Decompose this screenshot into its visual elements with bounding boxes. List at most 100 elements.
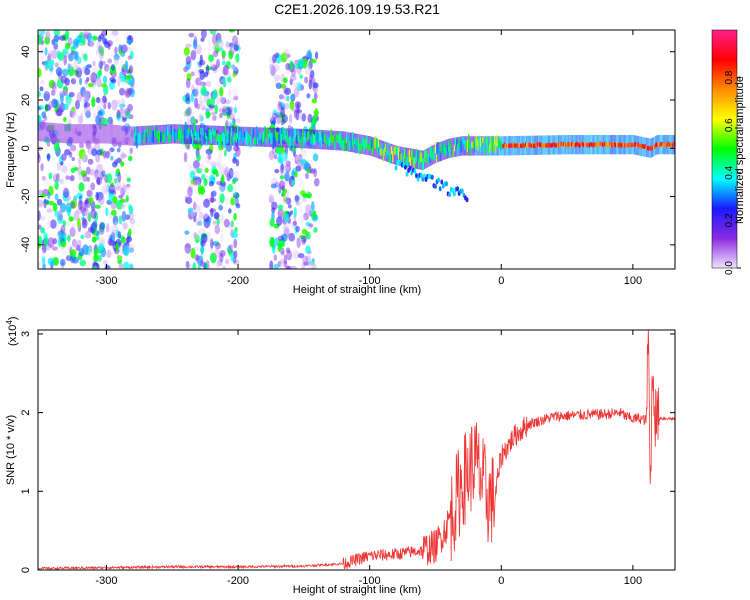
spectral-cell (292, 250, 300, 260)
spectral-cell (379, 143, 381, 155)
spectral-cell (214, 43, 220, 54)
spectral-cell (284, 128, 286, 138)
spectral-cell (426, 150, 428, 164)
spectral-cell (97, 243, 105, 252)
spectral-cell (190, 129, 193, 137)
spectral-cell (209, 129, 212, 140)
spectral-cell (209, 30, 217, 35)
spectral-cell (283, 48, 290, 60)
spectral-cell (298, 214, 306, 223)
spectral-cell (114, 177, 118, 184)
spectral-cell (87, 226, 95, 233)
spectral-cell (81, 66, 86, 73)
spectral-cell (274, 169, 280, 174)
spectral-cell (99, 222, 106, 230)
spectral-cell (428, 156, 431, 163)
spectral-cell (354, 137, 356, 144)
spectral-cell (113, 56, 119, 65)
spectral-cell (193, 70, 201, 77)
spectral-cell (192, 178, 198, 186)
spectral-cell (235, 203, 241, 209)
spectral-cell (386, 150, 388, 158)
spectral-cell (395, 145, 398, 166)
spectral-cell (279, 128, 282, 142)
spectral-cell (308, 74, 313, 82)
spectral-cell (46, 208, 53, 213)
spectral-cell (38, 261, 41, 268)
spectral-cell (301, 228, 308, 235)
spectral-cell (198, 211, 204, 219)
spectral-cell (376, 140, 379, 153)
spectral-cell (109, 226, 114, 237)
spectral-cell (278, 180, 286, 191)
spectral-cell (116, 125, 118, 145)
spectral-cell (92, 60, 96, 67)
spectral-cell (284, 165, 289, 170)
spectral-cell (175, 131, 177, 141)
spectral-cell (183, 46, 190, 56)
spectral-cell (491, 136, 494, 148)
spectral-cell (86, 176, 90, 182)
spectral-cell (273, 134, 276, 147)
spectral-cell (232, 145, 240, 152)
spectral-cell (305, 245, 311, 255)
spectral-cell (228, 30, 235, 33)
spectral-cell (38, 153, 41, 164)
spectral-cell (43, 87, 50, 94)
spectral-cell (124, 87, 132, 97)
spectral-cell (263, 131, 265, 142)
spectral-cell (305, 129, 308, 138)
spectral-cell (270, 183, 277, 189)
spectral-cell (516, 143, 518, 148)
spectral-cell (277, 100, 283, 111)
spectral-cell (96, 41, 103, 51)
x-tick-label: 0 (498, 275, 504, 287)
x-tick-label: -300 (95, 575, 117, 587)
spectral-cell (221, 132, 223, 142)
spectral-cell (39, 30, 44, 38)
spectral-cell (349, 140, 351, 151)
spectral-cell (64, 123, 66, 144)
spectral-cell (451, 187, 455, 193)
spectral-cell (75, 208, 83, 214)
spectral-cell (265, 137, 267, 144)
spectral-cell (226, 132, 228, 145)
spectral-cell (304, 131, 306, 143)
spectral-cell (388, 153, 391, 163)
spectral-cell (47, 122, 49, 142)
spectral-cell (49, 59, 55, 67)
spectral-cell (229, 243, 234, 254)
spectral-cell (50, 89, 56, 96)
spectral-cell (644, 144, 646, 149)
spectral-cell (295, 165, 302, 172)
y-tick-label: -20 (20, 189, 32, 205)
spectral-cell (580, 141, 582, 146)
spectral-cell (563, 143, 566, 148)
spectral-cell (449, 146, 451, 157)
spectral-cell (228, 88, 232, 97)
spectral-cell (68, 91, 75, 98)
spectral-cell (100, 124, 103, 144)
spectral-cell (191, 133, 194, 146)
spectral-cell (278, 153, 285, 164)
spectral-cell (122, 213, 129, 219)
spectral-cell (542, 143, 544, 149)
spectral-cell (655, 142, 657, 147)
spectral-cell (177, 130, 180, 143)
spectral-cell (488, 136, 490, 156)
spectral-cell (276, 216, 283, 226)
spectral-cell (103, 124, 105, 144)
spectral-cell (110, 32, 115, 39)
spectral-cell (299, 177, 304, 184)
spectral-cell (435, 154, 438, 163)
spectral-cell (314, 107, 319, 119)
spectral-cell (224, 166, 230, 178)
spectral-cell (155, 131, 157, 138)
spectral-cell (109, 147, 115, 153)
spectral-cell (456, 186, 459, 192)
spectral-cell (232, 157, 237, 164)
spectral-cell (197, 133, 200, 142)
spectral-cell (627, 142, 630, 148)
spectral-cell (531, 142, 534, 148)
spectral-cell (233, 95, 239, 101)
